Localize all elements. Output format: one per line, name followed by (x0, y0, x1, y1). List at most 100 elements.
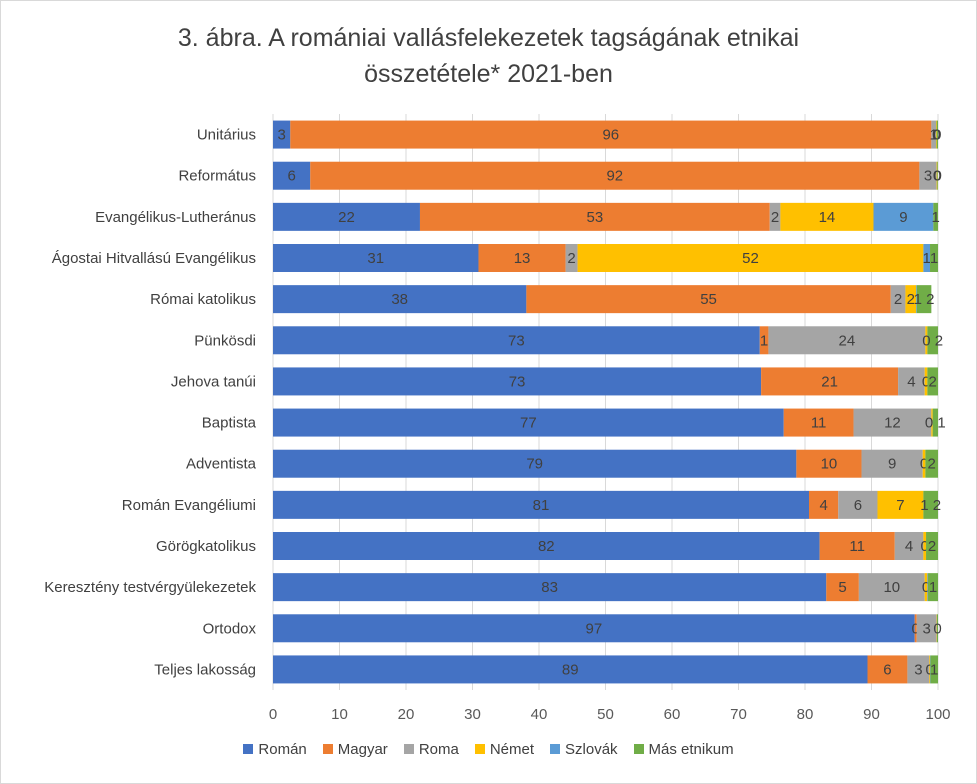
data-label: 0 1 (925, 415, 946, 432)
legend-item: Más etnikum (633, 741, 734, 758)
legend-item: Roma (403, 741, 459, 758)
bar-segment (768, 326, 926, 355)
category-label: Evangélikus-Lutheránus (95, 209, 256, 226)
data-label: 1 (930, 250, 938, 267)
data-label: 55 (700, 291, 717, 308)
legend-swatch (243, 744, 254, 754)
data-label: 82 (538, 538, 555, 555)
data-label: 83 (541, 579, 558, 596)
legend-swatch (322, 744, 333, 754)
data-label: 6 (287, 168, 295, 185)
category-label: Görögkatolikus (156, 538, 256, 555)
data-label: 1 (923, 250, 931, 267)
bar-segment (933, 202, 938, 231)
data-label: 2 (771, 209, 779, 226)
data-label: 92 (606, 168, 623, 185)
data-label: 0 (921, 538, 929, 555)
legend-label: Roma (418, 741, 459, 758)
bar-segment (925, 449, 938, 478)
bar-segment (925, 326, 928, 355)
bar-segment (783, 408, 854, 437)
legend-label: Román (258, 741, 307, 758)
data-label: 3 (923, 620, 931, 637)
bar-segment (937, 161, 938, 190)
x-tick-label: 40 (531, 706, 548, 723)
bar-segment (923, 244, 931, 272)
bar-segment (936, 120, 938, 149)
bar-segment (273, 326, 760, 355)
bar-segment (929, 655, 931, 684)
bar-segment (273, 408, 784, 437)
bar-segment (861, 449, 923, 478)
legend-label: Német (489, 741, 535, 758)
x-tick-label: 80 (797, 706, 814, 723)
data-label: 21 (821, 373, 838, 390)
bar-segment (853, 408, 932, 437)
bar-segment (796, 449, 862, 478)
bar-segment (931, 120, 937, 149)
data-label: 89 (562, 661, 579, 678)
bar-segment (273, 490, 809, 519)
bar-segment (927, 326, 938, 355)
data-label: 9 (888, 456, 896, 473)
bar-segment (898, 367, 925, 396)
bar-segment (858, 573, 925, 602)
data-label: 97 (586, 620, 603, 637)
bar-segment (769, 202, 781, 231)
data-label: 3 (924, 168, 932, 185)
data-label: 2 (928, 538, 936, 555)
category-label: Unitárius (197, 127, 256, 144)
data-label: 24 (839, 332, 856, 349)
bar-segment (273, 285, 527, 314)
bar-segment (273, 120, 291, 149)
bar-segment (907, 655, 930, 684)
category-label: Keresztény testvérgyülekezetek (44, 579, 256, 596)
bar-segment (914, 614, 917, 643)
data-label: 3 (277, 127, 285, 144)
bar-segment (819, 532, 895, 560)
data-label: 6 (854, 497, 862, 514)
bar-segment (930, 244, 938, 272)
data-label: 1 2 (920, 497, 941, 514)
bar-segment (937, 614, 938, 643)
bar-segment (290, 120, 932, 149)
data-label: 4 (819, 497, 827, 514)
data-label: 0 (933, 168, 941, 185)
data-label: 2 (894, 291, 902, 308)
bar-segment (273, 244, 479, 272)
data-label: 1 (930, 127, 938, 144)
bar-segment (273, 367, 762, 396)
bar-segment (526, 285, 891, 314)
category-label: Román Evangéliumi (122, 497, 256, 514)
bar-segment (916, 614, 937, 643)
data-label: 2 (928, 456, 936, 473)
data-label: 52 (742, 250, 759, 267)
category-label: Adventista (186, 456, 257, 473)
bar-segment (936, 161, 938, 190)
bar-segment (867, 655, 908, 684)
data-label: 9 (899, 209, 907, 226)
chart-title-line-1: 3. ábra. A romániai vallásfelekezetek ta… (177, 24, 800, 52)
data-label: 2 (907, 291, 915, 308)
data-label: 14 (819, 209, 836, 226)
data-label: 1 (929, 579, 937, 596)
data-label: 31 (367, 250, 384, 267)
bar-segment (924, 573, 928, 602)
bar-segment (931, 408, 933, 437)
data-label: 79 (526, 456, 543, 473)
legend-label: Más etnikum (648, 741, 734, 758)
data-label: 73 (509, 373, 526, 390)
bar-segment (932, 408, 938, 437)
legend-item: Magyar (322, 741, 388, 758)
bar-segment (890, 285, 906, 314)
bar-segment (273, 573, 827, 602)
x-tick-label: 30 (464, 706, 481, 723)
bar-segment (808, 490, 839, 519)
data-label: 0 (920, 456, 928, 473)
data-label: 1 (932, 209, 940, 226)
data-label: 1 (760, 332, 768, 349)
bar-segment (928, 573, 938, 602)
bar-segment (916, 285, 932, 314)
x-tick-label: 60 (664, 706, 681, 723)
x-tick-label: 20 (398, 706, 415, 723)
